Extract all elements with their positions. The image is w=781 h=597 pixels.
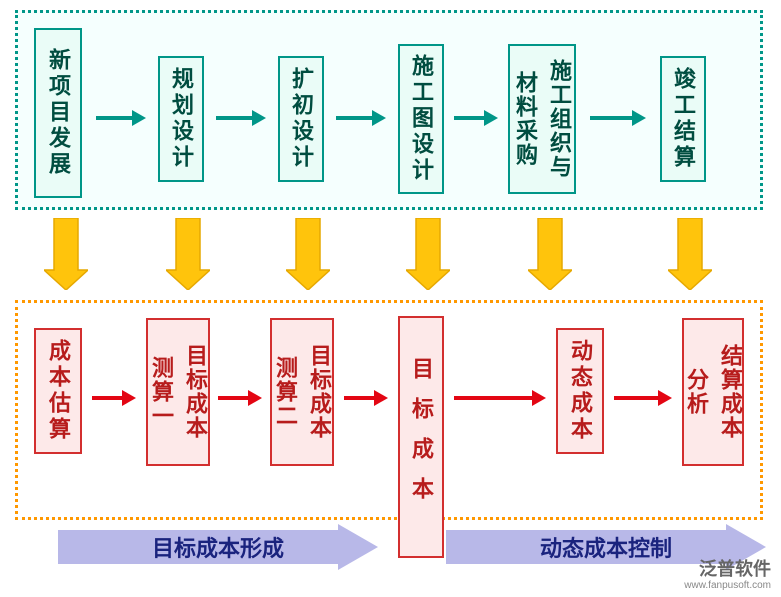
node-col: 测算一 (145, 356, 177, 428)
flow-arrow-icon (590, 108, 646, 128)
node-col: 材料采购 (509, 71, 541, 167)
node-n1: 新项目发展 (34, 28, 82, 198)
node-m3: 测算二目标成本 (270, 318, 334, 466)
down-arrow-icon (166, 218, 210, 290)
down-arrow-icon (668, 218, 712, 290)
node-col: 结算成本 (714, 344, 746, 440)
node-m1: 成本估算 (34, 328, 82, 454)
down-arrow-icon (528, 218, 572, 290)
node-col: 目标成本 (179, 344, 211, 440)
flow-arrow-icon (344, 388, 388, 408)
node-col: 分析 (680, 368, 712, 416)
watermark-url: www.fanpusoft.com (684, 580, 771, 591)
node-n5: 材料采购施工组织与 (508, 44, 576, 194)
node-col: 测算二 (269, 356, 301, 428)
node-col: 目标成本 (303, 344, 335, 440)
flow-arrow-icon (218, 388, 262, 408)
watermark-brand: 泛普软件 (684, 560, 771, 580)
flow-arrow-icon (96, 108, 146, 128)
bottom-region-box (15, 300, 763, 520)
down-arrow-icon (286, 218, 330, 290)
node-col: 施工组织与 (543, 59, 575, 179)
phase-arrow: 目标成本形成 (58, 524, 378, 570)
node-n4: 施工图设计 (398, 44, 444, 194)
phase-arrow-label: 动态成本控制 (540, 531, 672, 563)
node-n3: 扩初设计 (278, 56, 324, 182)
node-m4: 目标成本 (398, 316, 444, 558)
diagram-canvas: 新项目发展规划设计扩初设计施工图设计材料采购施工组织与竣工结算成本估算测算一目标… (0, 0, 781, 597)
down-arrow-icon (406, 218, 450, 290)
node-n2: 规划设计 (158, 56, 204, 182)
flow-arrow-icon (454, 388, 546, 408)
flow-arrow-icon (92, 388, 136, 408)
flow-arrow-icon (216, 108, 266, 128)
flow-arrow-icon (614, 388, 672, 408)
down-arrow-icon (44, 218, 88, 290)
node-m5: 动态成本 (556, 328, 604, 454)
node-m2: 测算一目标成本 (146, 318, 210, 466)
node-m6: 分析结算成本 (682, 318, 744, 466)
watermark: 泛普软件www.fanpusoft.com (684, 560, 771, 591)
flow-arrow-icon (454, 108, 498, 128)
flow-arrow-icon (336, 108, 386, 128)
node-n6: 竣工结算 (660, 56, 706, 182)
phase-arrow-label: 目标成本形成 (152, 531, 284, 563)
